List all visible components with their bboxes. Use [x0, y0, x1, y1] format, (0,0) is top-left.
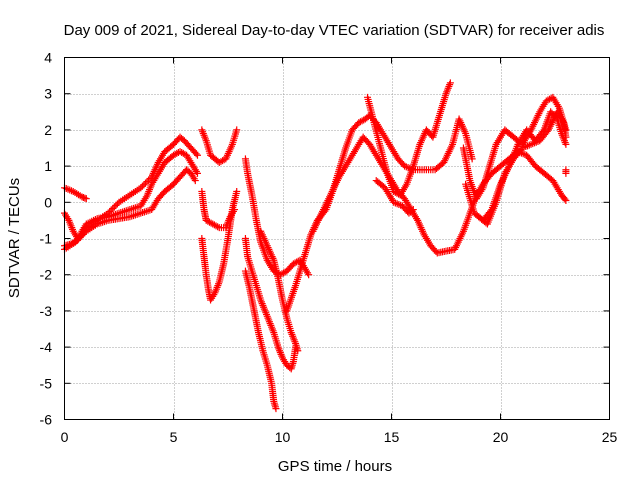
series-track-m [309, 133, 570, 257]
data-point [73, 237, 81, 245]
data-point [562, 196, 570, 204]
y-tick-label: 3 [44, 86, 52, 102]
data-point [78, 232, 86, 240]
data-point [130, 204, 138, 212]
data-point [135, 210, 143, 218]
data-point [219, 157, 227, 165]
data-point [193, 169, 201, 177]
data-point [143, 178, 151, 186]
x-axis-label: GPS time / hours [278, 458, 392, 475]
data-point [562, 133, 570, 141]
chart-title: Day 009 of 2021, Sidereal Day-to-day VTE… [64, 22, 605, 39]
series-track-k [257, 227, 302, 355]
data-point [81, 194, 89, 202]
data-point [193, 151, 201, 159]
plot-frame [64, 57, 610, 420]
data-point [562, 140, 570, 148]
data-point [138, 182, 146, 190]
series-track-e [198, 126, 241, 166]
data-point [137, 184, 145, 192]
y-tick-label: 1 [44, 158, 52, 174]
data-point [408, 207, 416, 215]
series-track-a [61, 184, 90, 203]
data-point [179, 149, 187, 157]
x-tick-label: 15 [384, 429, 400, 445]
x-tick-label: 10 [275, 429, 291, 445]
data-point [126, 206, 134, 214]
data-point [432, 248, 440, 256]
y-tick-label: 4 [44, 50, 52, 66]
data-point [75, 235, 83, 243]
data-point [214, 223, 222, 231]
data-point [140, 181, 148, 189]
data-point [137, 209, 145, 217]
y-axis-ticks: -6 -5 -4 -3 -2 -1 0 1 2 3 4 [40, 50, 610, 428]
data-points [61, 79, 570, 413]
series-track-i [241, 235, 300, 373]
data-point [142, 207, 150, 215]
data-point [562, 166, 570, 174]
data-point [192, 150, 200, 158]
data-point [71, 238, 79, 246]
data-point [76, 233, 84, 241]
data-point [120, 207, 128, 215]
data-point [233, 126, 241, 134]
data-point [79, 230, 87, 238]
x-axis-ticks: 0 5 10 15 20 25 [61, 57, 618, 445]
y-tick-label: 2 [44, 122, 52, 138]
data-point [446, 79, 454, 87]
series-track-q [462, 108, 570, 224]
data-point [131, 204, 139, 212]
data-point [305, 271, 313, 279]
series-track-g [198, 187, 241, 304]
data-point [139, 209, 147, 217]
series-track-o [372, 177, 417, 217]
y-tick-label: -3 [40, 303, 53, 319]
data-point [140, 208, 148, 216]
data-point [82, 195, 90, 203]
data-point [191, 177, 199, 185]
data-point [112, 201, 120, 209]
data-point [110, 203, 118, 211]
grid-lines [64, 57, 610, 420]
x-tick-label: 25 [602, 429, 618, 445]
data-point [128, 212, 136, 220]
data-point [124, 206, 132, 214]
y-tick-label: -6 [40, 412, 53, 428]
series-track-n [364, 79, 454, 199]
data-point [128, 205, 136, 213]
series-track-j [241, 267, 280, 413]
data-point [141, 179, 149, 187]
data-point [131, 211, 139, 219]
x-tick-label: 5 [170, 429, 178, 445]
data-point [294, 347, 302, 355]
y-tick-label: -5 [40, 375, 53, 391]
data-point [561, 195, 569, 203]
y-axis-label: SDTVAR / TECUs [6, 178, 23, 298]
data-point [233, 187, 241, 195]
data-point [133, 210, 141, 218]
data-point [130, 212, 138, 220]
data-point [126, 213, 134, 221]
y-tick-label: -4 [40, 339, 53, 355]
data-point [468, 155, 476, 163]
x-tick-label: 20 [493, 429, 509, 445]
series-track-d [61, 166, 199, 253]
series-track-r [475, 108, 570, 228]
y-tick-label: 0 [44, 194, 52, 210]
x-tick-label: 0 [61, 429, 69, 445]
data-point [109, 205, 117, 213]
data-point [119, 208, 127, 216]
data-point [409, 206, 417, 214]
data-point [272, 405, 280, 413]
y-tick-label: -1 [40, 231, 53, 247]
series-track-s [562, 166, 570, 177]
data-point [122, 207, 130, 215]
y-tick-label: -2 [40, 267, 53, 283]
